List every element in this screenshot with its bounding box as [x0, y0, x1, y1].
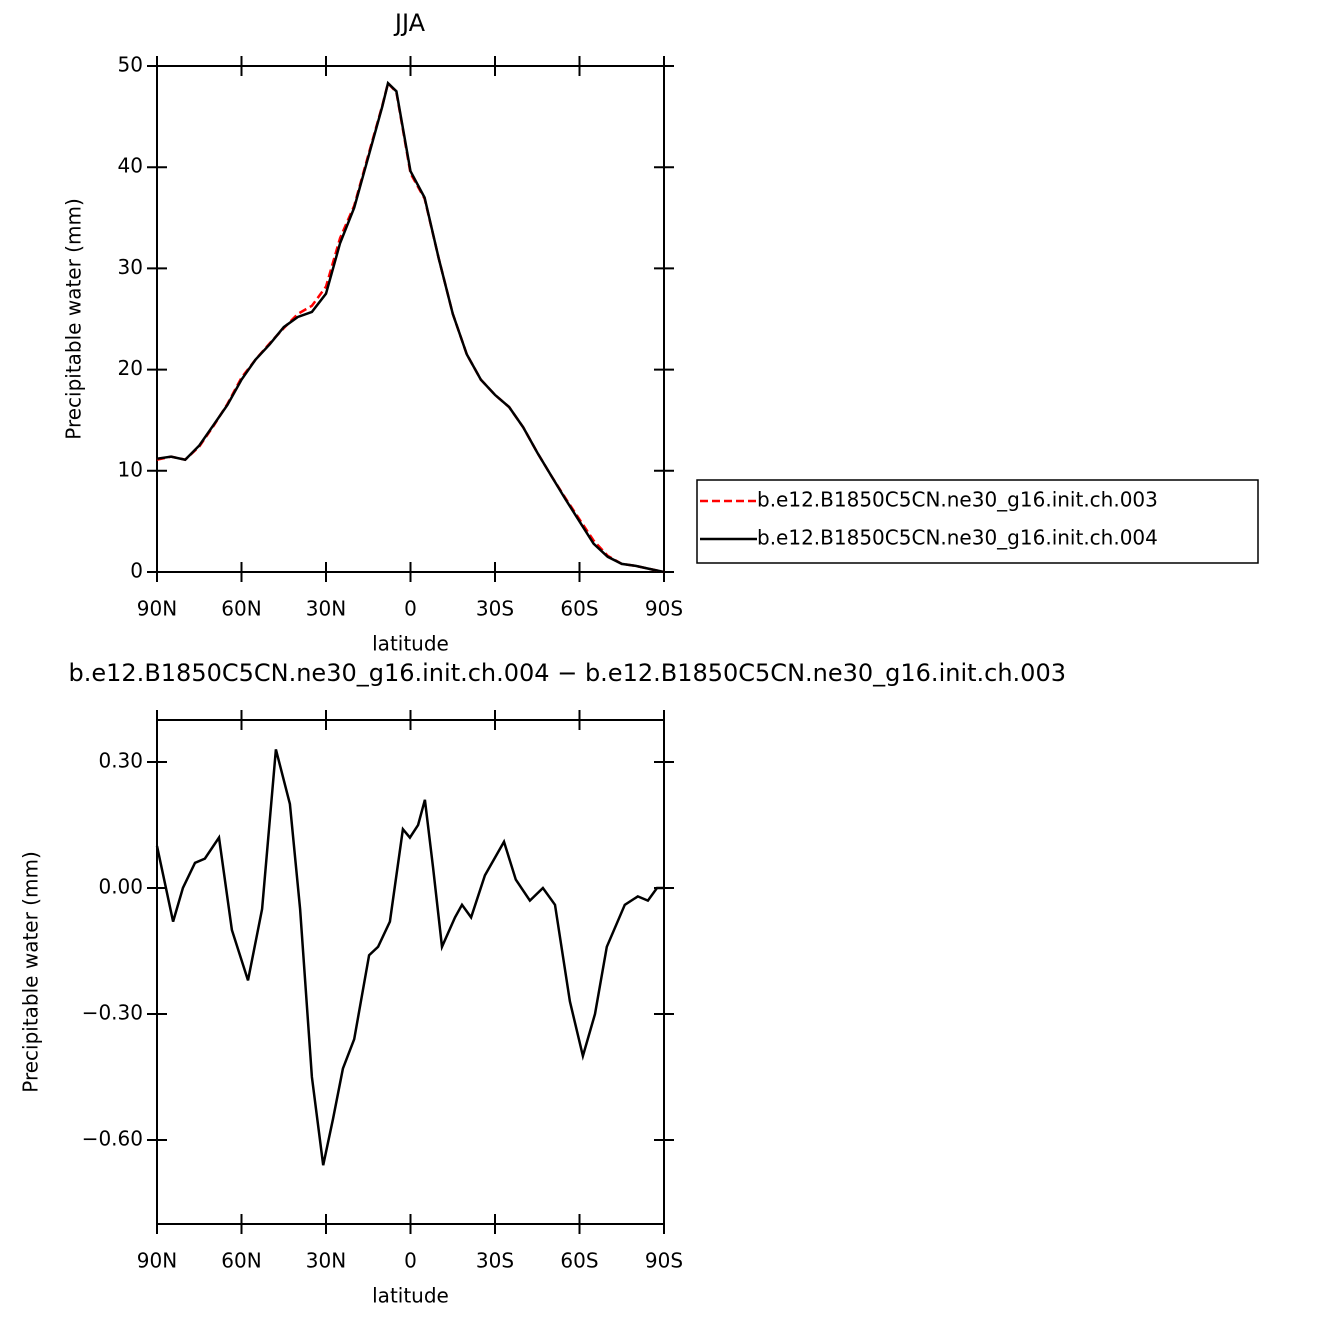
legend-box	[696, 479, 1259, 564]
x-tick-label: 60S	[560, 597, 598, 621]
y-tick-label: 30	[118, 255, 143, 279]
x-tick-label: 60S	[560, 1249, 598, 1273]
y-tick-label: −0.30	[82, 1001, 143, 1025]
plot-frame	[156, 65, 665, 573]
legend-label: b.e12.B1850C5CN.ne30_g16.init.ch.004	[757, 526, 1158, 550]
x-tick-label: 30N	[306, 597, 346, 621]
y-tick-label: 20	[118, 356, 143, 380]
y-tick-label: 40	[118, 154, 143, 178]
chart-title: b.e12.B1850C5CN.ne30_g16.init.ch.004 − b…	[69, 659, 1066, 687]
x-tick-label: 0	[404, 1249, 417, 1273]
y-tick-label: 50	[118, 53, 143, 77]
x-tick-label: 90S	[645, 1249, 683, 1273]
data-line	[156, 80, 665, 574]
y-axis-label: Precipitable water (mm)	[19, 851, 43, 1093]
y-tick-label: 10	[118, 457, 143, 481]
x-tick-label: 30N	[306, 1249, 346, 1273]
plot-frame	[156, 719, 665, 1225]
x-tick-label: 30S	[476, 1249, 514, 1273]
x-tick-label: 90S	[645, 597, 683, 621]
data-line	[156, 80, 665, 574]
legend-label: b.e12.B1850C5CN.ne30_g16.init.ch.003	[757, 488, 1158, 512]
x-axis-label: latitude	[372, 1284, 449, 1308]
y-tick-label: −0.60	[82, 1127, 143, 1151]
y-tick-label: 0	[130, 559, 143, 583]
chart-title: JJA	[393, 9, 426, 37]
x-axis-label: latitude	[372, 632, 449, 656]
x-tick-label: 90N	[137, 1249, 177, 1273]
x-tick-label: 60N	[221, 597, 261, 621]
x-tick-label: 60N	[221, 1249, 261, 1273]
x-tick-label: 0	[404, 597, 417, 621]
y-axis-label: Precipitable water (mm)	[62, 198, 86, 440]
data-line	[155, 749, 664, 1166]
x-tick-label: 30S	[476, 597, 514, 621]
x-tick-label: 90N	[137, 597, 177, 621]
y-tick-label: 0.00	[98, 875, 143, 899]
y-tick-label: 0.30	[98, 749, 143, 773]
